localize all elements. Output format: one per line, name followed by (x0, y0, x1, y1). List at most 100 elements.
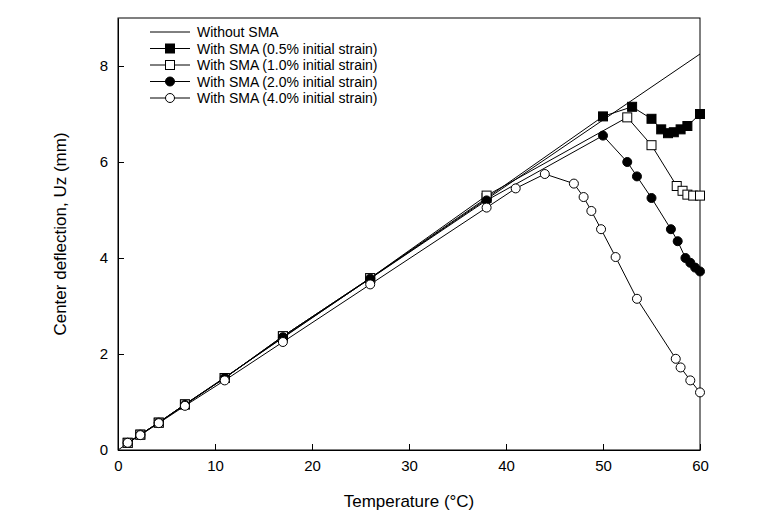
x-tick: 50 (595, 444, 612, 474)
x-tick-mark (603, 444, 604, 450)
data-point (676, 363, 685, 372)
data-point (136, 430, 145, 439)
data-point (647, 194, 656, 203)
data-point (180, 401, 189, 410)
x-tick-label: 40 (498, 457, 515, 474)
chart: 0 10 20 30 40 50 60 0 2 4 6 8 Temperature (°C) Center… (0, 0, 758, 521)
y-tick: 2 (100, 345, 124, 362)
legend: Without SMAWith SMA (0.5% initial strain… (150, 24, 378, 106)
data-point (482, 203, 491, 212)
plot-frame (118, 18, 700, 450)
legend-item: Without SMA (150, 24, 279, 40)
data-point (597, 225, 606, 234)
data-point (136, 430, 145, 439)
y-tick-label: 2 (100, 345, 108, 362)
data-point (366, 280, 375, 289)
x-tick: 30 (401, 444, 418, 474)
y-tick-mark (118, 258, 124, 259)
x-tick: 20 (304, 444, 321, 474)
y-tick-label: 8 (100, 57, 108, 74)
data-point (632, 294, 641, 303)
data-point (220, 376, 229, 385)
y-tick-mark (118, 354, 124, 355)
data-point (666, 225, 675, 234)
y-tick-label: 4 (100, 249, 108, 266)
data-point (696, 191, 705, 200)
series-group (118, 54, 705, 450)
data-point (123, 438, 132, 447)
legend-label: With SMA (2.0% initial strain) (197, 74, 378, 90)
plot: 0 10 20 30 40 50 60 0 2 4 6 8 (100, 18, 709, 474)
data-point (623, 158, 632, 167)
legend-label: With SMA (1.0% initial strain) (197, 57, 378, 73)
data-point (278, 338, 287, 347)
data-point (123, 438, 132, 447)
data-point (123, 438, 132, 447)
data-point (673, 237, 682, 246)
x-tick-label: 10 (207, 457, 224, 474)
series-line (128, 136, 700, 443)
data-point (647, 114, 656, 123)
legend-swatch (150, 32, 190, 33)
y-tick-mark (118, 162, 124, 163)
data-point (136, 430, 145, 439)
legend-label: With SMA (0.5% initial strain) (197, 41, 378, 57)
data-point (696, 388, 705, 397)
legend-item: With SMA (2.0% initial strain) (150, 74, 378, 90)
y-tick: 4 (100, 249, 124, 266)
x-tick-mark (409, 444, 410, 450)
data-point (632, 172, 641, 181)
series-line (128, 117, 700, 442)
legend-marker (166, 77, 175, 86)
data-point (136, 431, 145, 440)
x-tick: 40 (498, 444, 515, 474)
legend-item: With SMA (4.0% initial strain) (150, 90, 378, 106)
legend-marker (166, 61, 175, 70)
data-point (123, 438, 132, 447)
data-point (696, 267, 705, 276)
data-point (540, 170, 549, 179)
data-point (154, 418, 163, 427)
y-axis: 0 2 4 6 8 (100, 19, 124, 459)
data-point (154, 418, 163, 427)
legend-label: Without SMA (197, 24, 279, 40)
data-point (180, 400, 189, 409)
data-point (647, 141, 656, 150)
y-tick-label: 0 (100, 441, 108, 458)
x-axis: 0 10 20 30 40 50 60 (114, 444, 709, 474)
data-point (579, 193, 588, 202)
data-point (599, 112, 608, 121)
x-tick-label: 60 (692, 457, 709, 474)
data-point (623, 113, 632, 122)
x-tick-mark (312, 444, 313, 450)
data-point (599, 131, 608, 140)
data-point (611, 253, 620, 262)
legend-marker (166, 44, 175, 53)
x-tick-label: 0 (114, 457, 122, 474)
x-tick: 10 (207, 444, 224, 474)
data-point (154, 419, 163, 428)
x-tick-label: 30 (401, 457, 418, 474)
legend-marker (166, 94, 175, 103)
y-tick: 8 (100, 57, 124, 74)
legend-item: With SMA (0.5% initial strain) (150, 41, 378, 57)
data-point (696, 110, 705, 119)
data-point (587, 206, 596, 215)
x-axis-title: Temperature (°C) (344, 492, 475, 511)
y-tick-mark (118, 66, 124, 67)
data-point (511, 184, 520, 193)
legend-item: With SMA (1.0% initial strain) (150, 57, 378, 73)
series-line (128, 107, 700, 443)
series-line (118, 54, 700, 450)
y-axis-title: Center deflection, Uz (mm) (51, 132, 70, 335)
data-point (628, 102, 637, 111)
data-point (671, 354, 680, 363)
x-tick-mark (506, 444, 507, 450)
data-point (686, 376, 695, 385)
x-tick-label: 20 (304, 457, 321, 474)
legend-label: With SMA (4.0% initial strain) (197, 90, 378, 106)
x-tick-mark (215, 444, 216, 450)
y-tick: 6 (100, 153, 124, 170)
y-tick-label: 6 (100, 153, 108, 170)
data-point (683, 122, 692, 131)
